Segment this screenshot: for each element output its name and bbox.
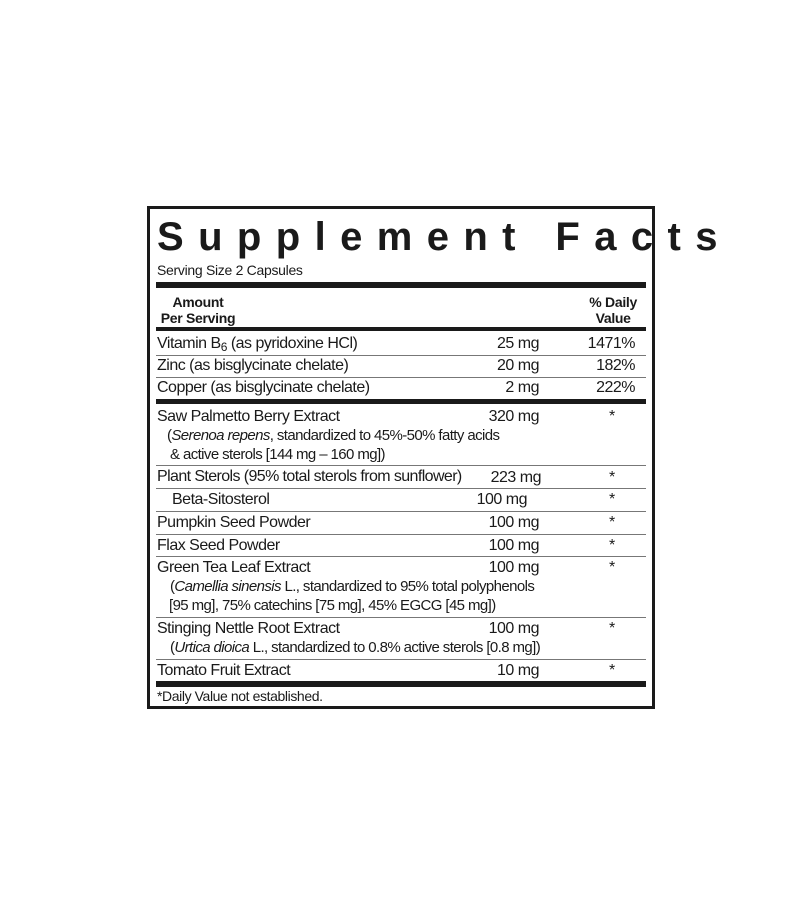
row-divider	[156, 377, 646, 378]
ingredient-dv: *	[609, 620, 615, 637]
ingredient-dv: *	[609, 469, 615, 486]
header-line: Value	[595, 310, 631, 326]
nutrient-amount: 2 mg	[505, 379, 539, 396]
ingredient-amount: 100 mg	[488, 620, 540, 637]
row-divider	[156, 488, 646, 489]
row-divider	[156, 659, 646, 660]
row-divider	[156, 355, 646, 356]
nutrient-dv: 1471%	[587, 335, 636, 352]
nutrient-name: Copper (as bisglycinate chelate)	[157, 379, 370, 396]
ingredient-name: Beta-Sitosterol	[172, 491, 270, 508]
ingredient-detail: [95 mg], 75% catechins [75 mg], 45% EGCG…	[169, 597, 496, 614]
header-line: Per Serving	[160, 310, 236, 326]
header-line: Amount	[172, 294, 224, 310]
medium-divider	[156, 327, 646, 331]
nutrient-name: Zinc (as bisglycinate chelate)	[157, 357, 349, 374]
ingredient-amount: 100 mg	[476, 491, 528, 508]
thick-divider	[156, 399, 646, 404]
daily-value-header: % Daily Value	[589, 294, 637, 326]
footnote: *Daily Value not established.	[157, 688, 323, 704]
ingredient-name: Green Tea Leaf Extract	[157, 559, 311, 576]
supplement-facts-panel: Supplement Facts Serving Size 2 Capsules…	[147, 206, 718, 709]
row-divider	[156, 556, 646, 557]
ingredient-name: Flax Seed Powder	[157, 537, 280, 554]
ingredient-amount: 100 mg	[488, 559, 540, 576]
ingredient-name: Tomato Fruit Extract	[157, 662, 291, 679]
panel-title: Supplement Facts	[157, 215, 732, 259]
ingredient-amount: 100 mg	[488, 514, 540, 531]
ingredient-detail: & active sterols [144 mg – 160 mg])	[170, 446, 386, 463]
ingredient-name: Pumpkin Seed Powder	[157, 514, 311, 531]
ingredient-dv: *	[609, 514, 615, 531]
ingredient-name: Saw Palmetto Berry Extract	[157, 408, 340, 425]
amount-per-serving-header: Amount Per Serving	[160, 294, 236, 326]
ingredient-amount: 100 mg	[488, 537, 540, 554]
ingredient-amount: 223 mg	[490, 469, 542, 486]
ingredient-amount: 10 mg	[497, 662, 539, 679]
ingredient-detail: (Urtica dioica L., standardized to 0.8% …	[170, 639, 541, 656]
nutrient-name: Vitamin B6 (as pyridoxine HCl)	[157, 335, 358, 354]
ingredient-dv: *	[609, 559, 615, 576]
nutrient-amount: 25 mg	[497, 335, 539, 352]
ingredient-detail: (Serenoa repens, standardized to 45%-50%…	[167, 427, 500, 444]
ingredient-dv: *	[609, 537, 615, 554]
nutrient-dv: 222%	[596, 379, 635, 396]
ingredient-dv: *	[609, 491, 615, 508]
row-divider	[156, 534, 646, 535]
ingredient-dv: *	[609, 662, 615, 679]
nutrient-amount: 20 mg	[497, 357, 539, 374]
row-divider	[156, 465, 646, 466]
ingredient-amount: 320 mg	[488, 408, 540, 425]
row-divider	[156, 617, 646, 618]
ingredient-name: Plant Sterols (95% total sterols from su…	[157, 468, 462, 485]
thick-divider	[156, 681, 646, 687]
row-divider	[156, 511, 646, 512]
serving-size: Serving Size 2 Capsules	[157, 262, 303, 278]
ingredient-dv: *	[609, 408, 615, 425]
ingredient-name: Stinging Nettle Root Extract	[157, 620, 340, 637]
nutrient-dv: 182%	[596, 357, 635, 374]
ingredient-detail: (Camellia sinensis L., standardized to 9…	[170, 578, 535, 595]
header-line: % Daily	[589, 294, 637, 310]
thick-divider	[156, 282, 646, 288]
